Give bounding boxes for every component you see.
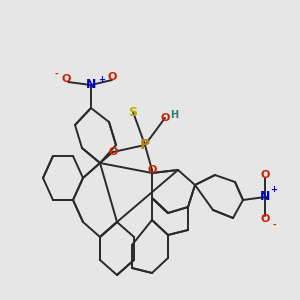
Text: H: H [170,110,178,120]
Text: +: + [271,185,278,194]
Text: O: O [108,147,118,157]
Text: O: O [147,165,157,175]
Text: P: P [140,138,150,152]
Text: +: + [98,74,106,83]
Text: O: O [107,72,117,82]
Text: -: - [54,70,58,79]
Text: O: O [260,214,270,224]
Text: S: S [128,106,137,118]
Text: N: N [86,79,96,92]
Text: O: O [260,170,270,180]
Text: O: O [61,74,71,84]
Text: O: O [160,113,170,123]
Text: -: - [272,220,276,230]
Text: N: N [260,190,270,203]
